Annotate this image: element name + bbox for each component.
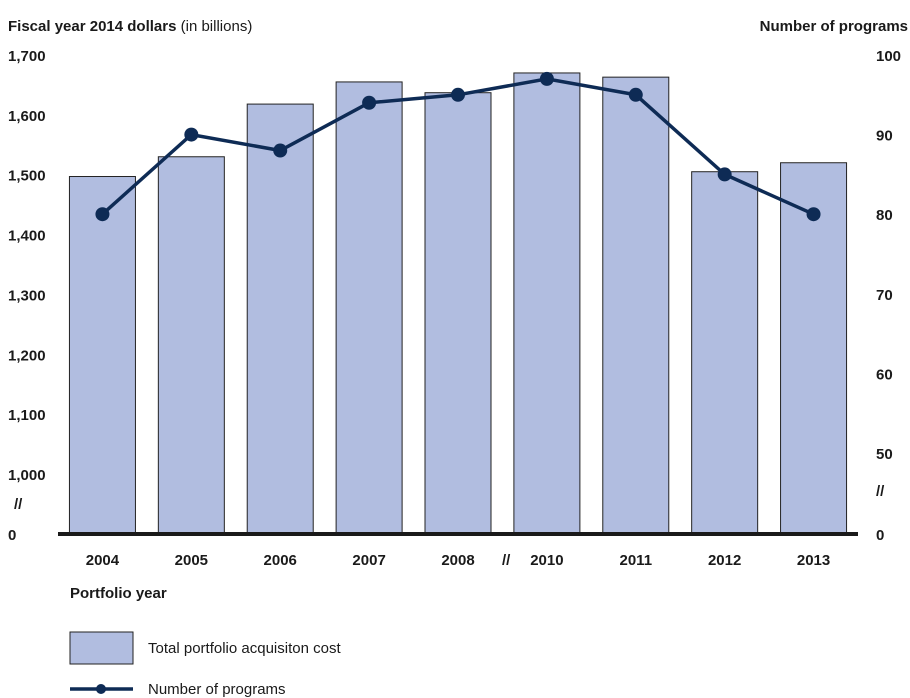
legend-label: Number of programs (148, 681, 286, 698)
legend: Total portfolio acquisiton cost Number of… (69, 631, 341, 698)
y-axis-label: Fiscal year 2014 dollars (in billions) (8, 18, 252, 35)
legend-marker (96, 684, 106, 694)
axis-break: // (876, 483, 885, 500)
y-tick-label: 0 (8, 527, 16, 544)
x-tick-label: 2008 (441, 552, 474, 569)
x-tick-label: 2004 (86, 552, 120, 569)
x-tick-label: 2010 (530, 552, 563, 569)
bar (691, 171, 759, 535)
x-tick-label: 2007 (352, 552, 385, 569)
marker (95, 207, 110, 222)
bar (335, 81, 403, 535)
x-tick-label: 2013 (797, 552, 830, 569)
y-tick-label: 1,400 (8, 228, 46, 245)
axis-break: // (14, 496, 23, 513)
bar (513, 72, 581, 535)
marker (451, 87, 465, 102)
y-tick-label: 1,500 (8, 168, 46, 185)
marker (362, 95, 377, 110)
x-tick-label: 2012 (708, 552, 741, 569)
bar (246, 103, 314, 535)
y-tick-label: 1,700 (8, 48, 46, 65)
y-tick-label: 1,300 (8, 287, 46, 304)
bar (424, 92, 492, 535)
y-tick-label: 1,100 (8, 407, 46, 424)
y-tick-label: 1,000 (8, 467, 46, 484)
y2-tick-label: 90 (876, 128, 893, 145)
marker (717, 167, 732, 182)
y2-tick-label: 60 (876, 366, 893, 383)
marker (806, 207, 821, 222)
y2-tick-label: 100 (876, 48, 901, 65)
x-tick-label: 2006 (264, 552, 297, 569)
y2-tick-label: 80 (876, 207, 893, 224)
legend-label: Total portfolio acquisiton cost (148, 640, 341, 657)
bar (68, 176, 136, 535)
y2-tick-label: 70 (876, 287, 893, 304)
marker (273, 143, 288, 158)
x-axis-label: Portfolio year (70, 585, 167, 602)
x-tick-label: 2011 (620, 552, 653, 569)
marker (184, 127, 199, 142)
y2-axis-label: Number of programs (760, 18, 908, 35)
bar (602, 76, 670, 535)
y-tick-label: 1,200 (8, 347, 46, 364)
legend-swatch (69, 631, 134, 665)
x-tick-label: 2005 (175, 552, 208, 569)
y2-tick-label: 50 (876, 446, 893, 463)
axis-break: // (502, 552, 511, 569)
bar (157, 156, 225, 535)
marker (628, 87, 643, 102)
y2-tick-label: 0 (876, 527, 884, 544)
y-tick-label: 1,600 (8, 108, 46, 125)
marker (539, 71, 554, 86)
